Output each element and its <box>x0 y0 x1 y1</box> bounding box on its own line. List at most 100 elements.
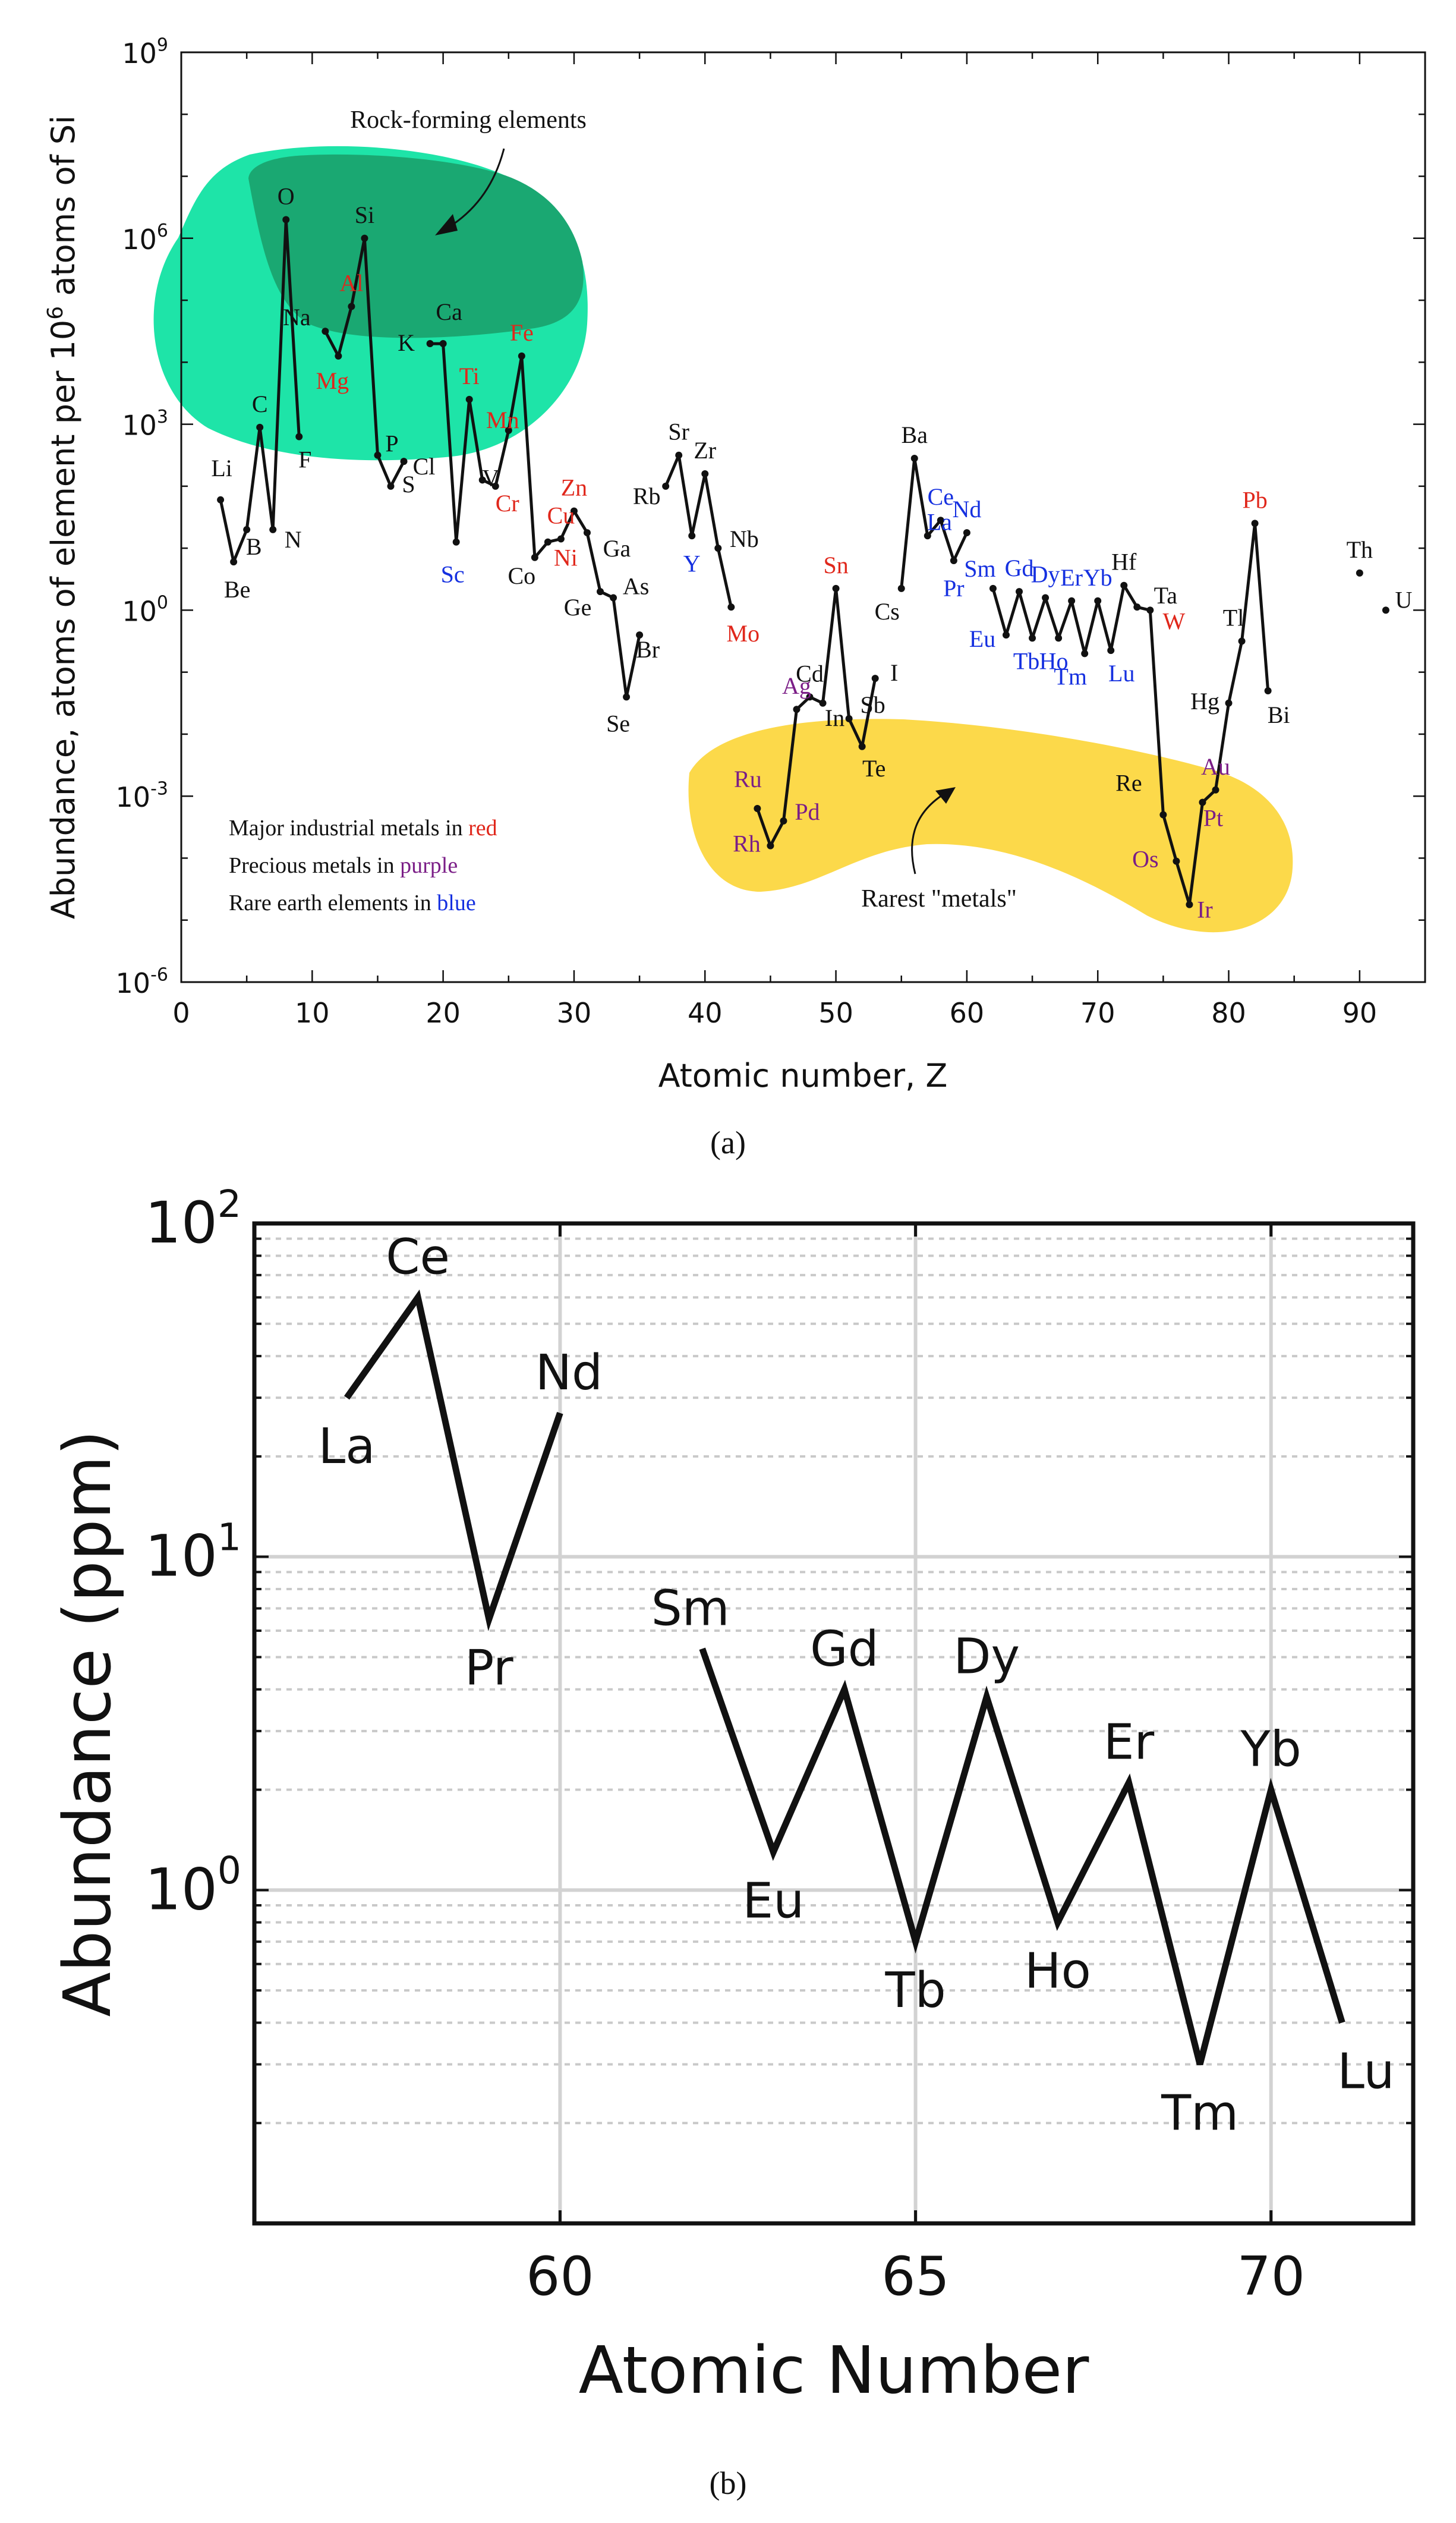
element-label-sn: Sn <box>823 552 848 578</box>
data-point-ni <box>544 538 551 546</box>
data-point-pt <box>1199 798 1206 806</box>
data-point-re <box>1159 811 1167 819</box>
rock-forming-label: Rock-forming elements <box>350 106 587 134</box>
rarest-metals-label: Rarest "metals" <box>861 885 1017 913</box>
data-point-n <box>269 526 277 533</box>
plot-frame-a <box>180 51 1426 983</box>
data-point-nd <box>963 529 970 537</box>
y-tick-label-a: 106 <box>122 221 168 256</box>
element-label-w: W <box>1162 608 1185 634</box>
element-label-nb: Nb <box>730 526 759 552</box>
legend-note-rare-earth: Rare earth elements in blue <box>229 891 476 916</box>
data-point-ga <box>583 529 591 537</box>
data-point-lu <box>1107 647 1115 655</box>
data-point-ru <box>754 805 761 813</box>
element-label-b: B <box>246 533 262 560</box>
abundance-line-b <box>344 1289 1345 2065</box>
element-label-tm: Tm <box>1054 663 1087 690</box>
element-label-ti: Ti <box>459 363 480 389</box>
data-point-v <box>478 476 486 484</box>
data-point-pr <box>950 556 957 564</box>
y-tick-labels-b: 100 101 102 <box>145 1182 241 1923</box>
element-label-pd: Pd <box>795 798 820 825</box>
x-axis-title-a: Atomic number, Z <box>658 1057 948 1094</box>
x-tick-label-a: 20 <box>426 997 461 1029</box>
element-label-mg: Mg <box>316 367 349 394</box>
element-label-tl: Tl <box>1223 605 1244 631</box>
element-label-eu: Eu <box>969 625 995 652</box>
x-tick-label-b: 70 <box>1237 2245 1305 2308</box>
data-point-in <box>819 699 827 707</box>
element-label-u: U <box>1395 586 1412 613</box>
data-point-br <box>636 631 644 639</box>
element-label-na: Na <box>283 304 311 331</box>
element-label-er: Er <box>1060 564 1083 591</box>
data-point-zn <box>570 507 578 515</box>
element-label-b-nd: Nd <box>535 1345 603 1401</box>
element-label-hf: Hf <box>1111 549 1137 575</box>
data-point-ir <box>1186 901 1193 908</box>
data-point-rb <box>662 482 670 490</box>
panel-b-label: (b) <box>710 2465 747 2501</box>
data-point-rh <box>767 842 774 850</box>
rock-forming-region-dark <box>248 154 584 338</box>
data-point-zr <box>701 470 709 478</box>
data-point-ge <box>597 588 604 596</box>
element-label-rb: Rb <box>633 483 661 509</box>
data-point-la <box>924 532 931 540</box>
element-label-i: I <box>890 659 898 686</box>
element-label-sr: Sr <box>668 419 689 445</box>
data-point-cu <box>557 535 565 543</box>
data-point-yb <box>1094 597 1102 605</box>
element-label-ca: Ca <box>436 298 462 325</box>
element-label-mo: Mo <box>727 620 760 647</box>
element-label-b-pr: Pr <box>465 1640 513 1697</box>
data-point-tm <box>1081 650 1089 658</box>
element-label-b-yb: Yb <box>1240 1722 1301 1778</box>
element-label-te: Te <box>862 755 885 782</box>
element-label-b-dy: Dy <box>953 1628 1020 1685</box>
data-point-sr <box>675 451 683 459</box>
element-label-re: Re <box>1115 769 1142 796</box>
element-label-gd: Gd <box>1005 555 1034 581</box>
data-point-mn <box>505 427 512 435</box>
element-label-in: In <box>825 704 844 731</box>
data-point-i <box>871 675 879 682</box>
element-label-ge: Ge <box>564 594 592 621</box>
element-label-zn: Zn <box>561 474 587 501</box>
element-label-lu: Lu <box>1108 660 1134 687</box>
data-point-o <box>282 216 290 224</box>
element-label-ce: Ce <box>928 483 954 510</box>
element-label-yb: Yb <box>1083 564 1113 591</box>
x-tick-labels-b: 60 65 70 <box>526 2245 1305 2308</box>
legend-note-precious: Precious metals in purple <box>229 853 458 878</box>
rarest-metals-arrowhead <box>935 787 956 804</box>
data-point-nb <box>714 545 722 552</box>
element-label-b-gd: Gd <box>810 1621 879 1678</box>
element-label-n: N <box>285 526 302 553</box>
element-label-th: Th <box>1347 536 1373 563</box>
abundance-segment-1 <box>344 1289 563 1631</box>
x-tick-label-a: 60 <box>950 997 985 1029</box>
data-point-ta <box>1133 603 1141 611</box>
element-label-b-tb: Tb <box>885 1962 946 2019</box>
data-point-cl <box>400 458 408 465</box>
x-tick-label-b: 65 <box>881 2245 950 2308</box>
data-point-be <box>230 558 238 566</box>
data-point-sn <box>832 584 840 592</box>
y-tick-label-b: 100 <box>145 1849 241 1923</box>
element-label-cs: Cs <box>875 598 900 625</box>
element-label-tb: Tb <box>1013 647 1039 674</box>
element-label-sm: Sm <box>964 555 995 582</box>
element-label-v: V <box>482 464 499 491</box>
element-label-o: O <box>278 183 295 210</box>
element-label-cl: Cl <box>413 453 436 480</box>
data-point-fe <box>518 352 525 360</box>
y-axis-title-a: Abundance, atoms of element per 106 atom… <box>43 115 82 919</box>
element-label-b-lu: Lu <box>1337 2043 1394 2100</box>
data-point-cr <box>491 482 499 490</box>
data-point-c <box>256 423 264 431</box>
x-tick-label-a: 90 <box>1342 997 1378 1029</box>
element-label-li: Li <box>211 455 232 482</box>
